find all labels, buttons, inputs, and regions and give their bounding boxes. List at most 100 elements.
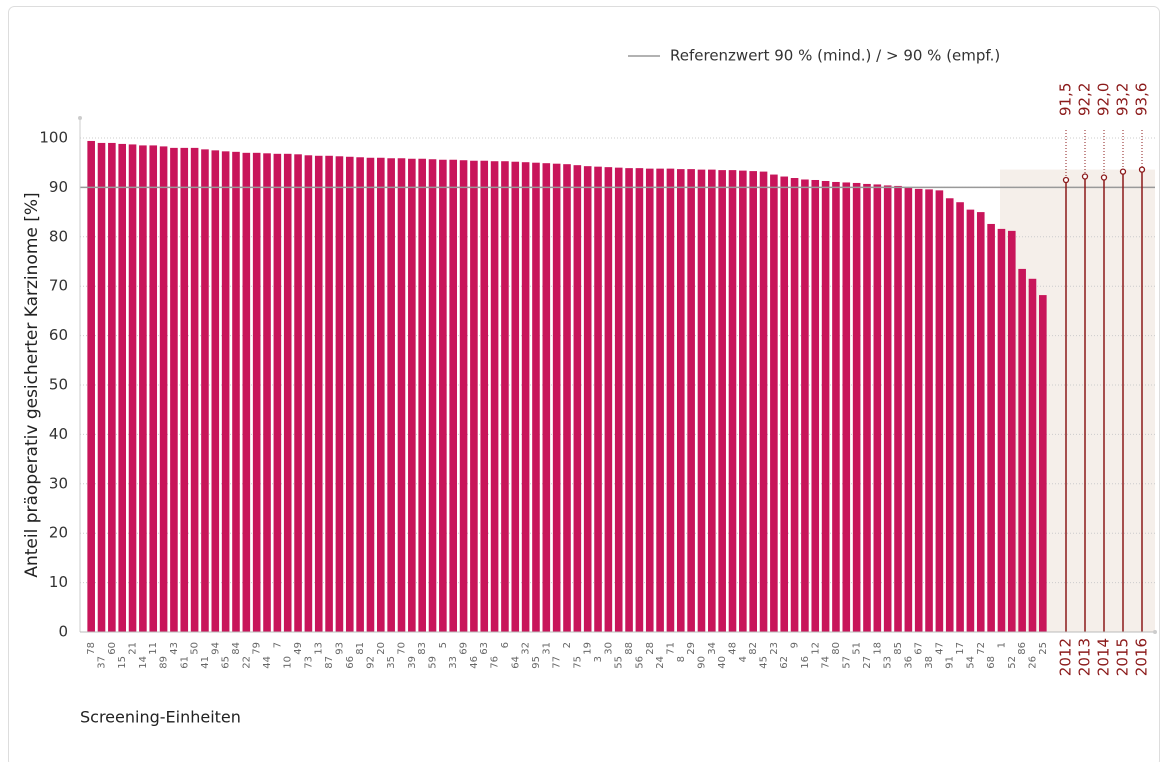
year-dot [1138,166,1146,173]
year-dot [1081,173,1089,180]
x-tick-label: 20 [376,642,387,655]
x-tick-label: 44 [262,656,273,669]
bar [242,152,251,632]
x-tick-label: 90 [696,656,707,669]
bar [1018,268,1026,632]
x-tick-label: 94 [210,642,221,655]
bar [842,182,851,632]
x-tick-label: 72 [976,642,987,655]
bar [325,155,333,632]
bar [739,170,747,632]
bar [128,144,137,632]
bar [149,145,158,632]
bar [749,171,757,632]
x-tick-label: 33 [448,656,459,669]
bar [232,151,240,632]
x-tick-label: 26 [1027,656,1038,669]
x-tick-label: 39 [407,656,418,669]
x-tick-label: 4 [738,656,749,662]
bar [811,179,820,633]
bar [645,168,654,633]
y-tick-label: 70 [49,277,68,295]
x-tick-label: 30 [603,642,614,655]
x-tick-label: 57 [841,656,852,669]
bar [552,163,561,633]
x-tick-label: 43 [169,642,180,655]
bar [563,164,571,632]
bar [377,157,385,632]
bar [976,212,985,632]
bar [801,179,809,632]
bar [635,168,644,632]
bar [159,146,168,632]
x-tick-label: 29 [686,642,697,655]
bar [521,162,530,632]
year-label: 2016 [1133,638,1151,676]
x-tick-label: 88 [624,642,635,655]
bar [956,202,964,632]
bar [108,142,116,632]
bar [190,147,199,632]
x-tick-label: 91 [945,656,956,669]
bar [252,152,261,632]
year-value-label: 93,6 [1133,83,1151,116]
bar [180,147,189,632]
x-tick-label: 80 [831,642,842,655]
bar [656,168,664,633]
x-tick-label: 77 [552,656,563,669]
bar [925,189,933,632]
x-tick-label: 1 [996,642,1007,648]
x-tick-label: 48 [728,642,739,655]
x-tick-label: 40 [717,656,728,669]
bar [728,170,737,633]
x-tick-label: 50 [190,642,201,655]
year-dot [1062,176,1070,184]
year-value-label: 92,0 [1095,83,1113,116]
bar [408,158,416,633]
bar [87,140,95,633]
bar [356,157,364,633]
y-tick-label: 0 [58,623,68,641]
year-label: 2012 [1057,638,1075,676]
y-tick-label: 100 [39,129,68,147]
bar [790,178,799,633]
x-tick-label: 35 [386,656,397,669]
bar [418,158,426,633]
x-tick-label: 55 [614,656,625,669]
x-tick-label: 16 [800,656,811,669]
year-value-label: 92,2 [1076,83,1094,116]
x-tick-label: 49 [293,642,304,655]
bar [439,159,447,632]
x-tick-label: 56 [634,656,645,669]
x-tick-label: 53 [883,656,894,669]
x-tick-label: 2 [562,642,573,648]
y-tick-label: 50 [49,376,68,394]
x-tick-label: 25 [1038,642,1049,655]
bar [780,176,789,633]
x-tick-label: 51 [852,642,863,655]
x-tick-label: 95 [531,656,542,669]
x-tick-label: 74 [821,656,832,669]
x-tick-label: 60 [107,642,118,655]
bar [335,156,344,632]
bar [1028,278,1037,632]
x-tick-label: 79 [252,642,263,655]
bar [904,187,913,632]
bar [139,145,147,632]
x-tick-label: 37 [97,656,108,669]
x-tick-label: 83 [417,642,428,655]
x-tick-label: 62 [779,656,790,669]
x-tick-label: 54 [965,656,976,669]
x-tick-label: 23 [769,642,780,655]
x-tick-label: 93 [334,642,345,655]
bar [625,168,633,632]
year-label: 2015 [1114,638,1132,676]
bar [511,161,520,632]
x-tick-label: 73 [303,656,314,669]
bar [459,160,468,633]
y-axis-cap [78,116,82,120]
x-tick-label: 78 [86,642,97,655]
bar [873,184,882,632]
